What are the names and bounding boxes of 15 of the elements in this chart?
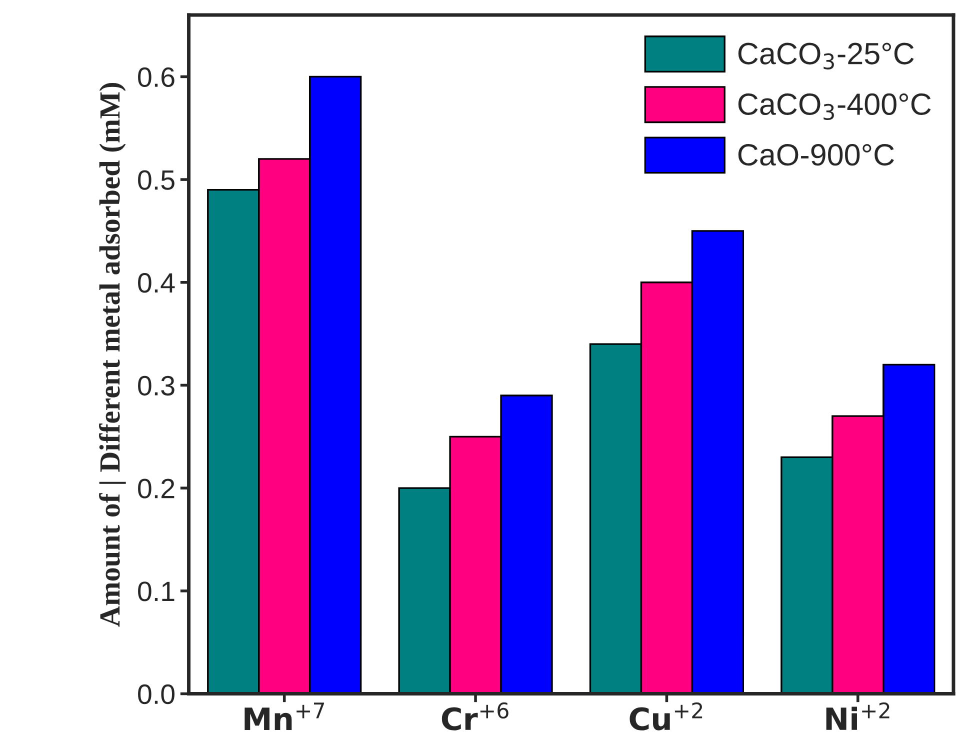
y-tick-label: 0.5 bbox=[138, 170, 174, 190]
y-tick-label: 0.0 bbox=[138, 684, 174, 704]
y-tick-label: 0.4 bbox=[138, 273, 175, 293]
y-tick-label: 0.3 bbox=[138, 376, 174, 396]
legend-label: CaCO$_{3}$-25°C bbox=[738, 42, 914, 70]
x-tick-label: Cr$^{+6}$ bbox=[442, 702, 508, 730]
legend-label: CaCO$_{3}$-400°C bbox=[738, 93, 931, 120]
legend-label: CaO-900°C bbox=[738, 144, 894, 166]
x-tick-label: Mn$^{+7}$ bbox=[244, 702, 324, 730]
y-axis-title: Amount of | Different metal adsorbed (mM) bbox=[99, 82, 126, 627]
x-tick-label: Cu$^{+2}$ bbox=[630, 702, 702, 730]
y-tick-label: 0.1 bbox=[138, 582, 174, 602]
x-tick-label: Ni$^{+2}$ bbox=[826, 702, 890, 730]
y-tick-label: 0.6 bbox=[138, 67, 174, 88]
y-tick-label: 0.2 bbox=[138, 478, 174, 498]
